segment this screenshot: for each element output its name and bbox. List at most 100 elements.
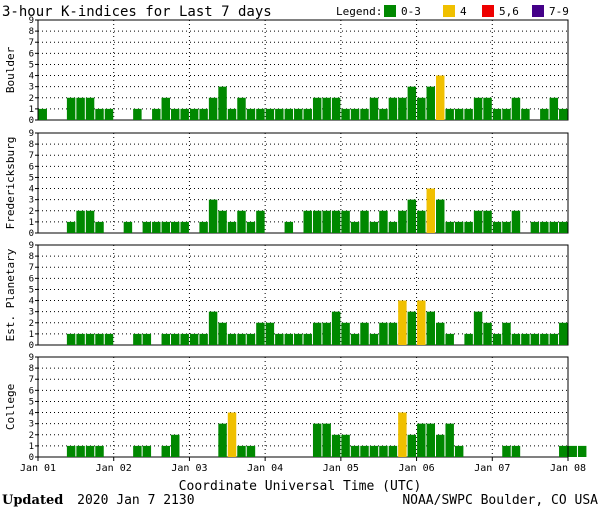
y-tick-label: 8 bbox=[29, 364, 34, 374]
k-index-bar bbox=[199, 221, 208, 233]
k-index-bar bbox=[417, 300, 426, 345]
y-tick-label: 3 bbox=[29, 420, 34, 430]
k-index-bar bbox=[454, 445, 464, 457]
y-tick-label: 9 bbox=[29, 129, 34, 139]
k-index-bar bbox=[95, 445, 104, 457]
k-index-bar bbox=[171, 333, 180, 345]
k-index-bar bbox=[369, 445, 379, 457]
k-index-bar bbox=[350, 333, 360, 345]
k-index-bar bbox=[237, 97, 246, 120]
k-index-bar bbox=[123, 221, 133, 233]
k-index-bar bbox=[180, 333, 189, 345]
k-index-bar bbox=[208, 311, 218, 345]
k-index-bar bbox=[38, 108, 47, 120]
updated-value: 2020 Jan 7 2130 bbox=[77, 493, 194, 508]
y-tick-label: 1 bbox=[29, 442, 34, 452]
chart-title: 3-hour K-indices for Last 7 days bbox=[2, 4, 272, 20]
x-tick-label: Jan 03 bbox=[171, 463, 207, 474]
k-index-bar bbox=[199, 333, 208, 345]
k-index-bar bbox=[189, 108, 199, 120]
k-index-bar bbox=[322, 97, 331, 120]
k-index-bar bbox=[530, 333, 540, 345]
x-tick-label: Jan 05 bbox=[323, 463, 359, 474]
k-index-bar bbox=[417, 210, 426, 233]
k-index-bar bbox=[559, 221, 568, 233]
series-name: College bbox=[4, 384, 17, 430]
k-index-bar bbox=[407, 86, 417, 120]
k-index-bar bbox=[492, 108, 502, 120]
k-index-bar bbox=[275, 108, 284, 120]
x-axis-label: Coordinate Universal Time (UTC) bbox=[179, 479, 422, 494]
k-index-bar bbox=[521, 108, 530, 120]
k-index-bar bbox=[133, 108, 142, 120]
k-index-bar bbox=[521, 333, 530, 345]
y-tick-label: 7 bbox=[29, 151, 34, 161]
k-index-bar bbox=[133, 333, 142, 345]
k-index-bar bbox=[322, 423, 331, 457]
legend-entry: 0-3 bbox=[401, 5, 421, 18]
y-tick-label: 2 bbox=[29, 431, 34, 441]
y-tick-label: 8 bbox=[29, 252, 34, 262]
k-index-bar bbox=[322, 210, 331, 233]
k-index-bar bbox=[331, 210, 341, 233]
k-index-bar bbox=[218, 86, 227, 120]
k-index-bar bbox=[275, 333, 284, 345]
k-index-bar bbox=[407, 199, 417, 233]
k-index-bar bbox=[426, 423, 435, 457]
k-index-bar bbox=[464, 108, 473, 120]
y-tick-label: 2 bbox=[29, 207, 34, 217]
series-name: Fredericksburg bbox=[4, 137, 17, 230]
k-index-bar bbox=[341, 434, 350, 457]
k-index-bar bbox=[161, 221, 170, 233]
legend-swatch bbox=[443, 5, 455, 17]
y-tick-label: 3 bbox=[29, 308, 34, 318]
k-index-bar bbox=[312, 322, 322, 345]
k-index-bar bbox=[473, 210, 483, 233]
k-index-bar bbox=[473, 97, 483, 120]
k-index-bar bbox=[256, 210, 265, 233]
k-index-bar bbox=[227, 108, 237, 120]
y-tick-label: 7 bbox=[29, 38, 34, 48]
k-index-bar bbox=[369, 333, 379, 345]
panels: 0123456789Boulder0123456789Fredericksbur… bbox=[4, 16, 587, 463]
y-tick-label: 0 bbox=[29, 453, 34, 463]
k-index-bar bbox=[577, 445, 587, 457]
k-index-bar bbox=[85, 445, 95, 457]
k-index-bar bbox=[95, 333, 104, 345]
y-tick-label: 0 bbox=[29, 341, 34, 351]
k-index-bar bbox=[559, 445, 568, 457]
k-index-bar bbox=[388, 445, 398, 457]
k-index-bar bbox=[407, 434, 417, 457]
k-index-bar bbox=[464, 221, 473, 233]
k-index-bar bbox=[540, 221, 549, 233]
k-index-bar bbox=[161, 333, 170, 345]
k-index-bar bbox=[246, 333, 256, 345]
y-tick-label: 1 bbox=[29, 105, 34, 115]
legend-entry: 5,6 bbox=[499, 5, 519, 18]
k-index-bar bbox=[417, 423, 426, 457]
y-tick-label: 5 bbox=[29, 285, 34, 295]
k-index-bar bbox=[66, 97, 76, 120]
k-index-bar bbox=[152, 108, 161, 120]
k-index-bar bbox=[436, 199, 445, 233]
legend-swatch bbox=[532, 5, 544, 17]
k-index-bar bbox=[445, 108, 454, 120]
k-index-bar bbox=[66, 445, 76, 457]
legend-label: Legend: bbox=[336, 5, 382, 18]
y-tick-label: 4 bbox=[29, 409, 34, 419]
k-index-bar bbox=[284, 333, 294, 345]
k-index-bar bbox=[246, 108, 256, 120]
k-index-bar bbox=[322, 322, 331, 345]
k-index-bar bbox=[379, 210, 388, 233]
y-tick-label: 5 bbox=[29, 60, 34, 70]
k-index-bar bbox=[85, 97, 95, 120]
legend: Legend: 0-3 4 5,6 7-9 bbox=[336, 5, 569, 18]
k-index-bar bbox=[331, 311, 341, 345]
x-tick-label: Jan 06 bbox=[399, 463, 435, 474]
k-index-bar bbox=[237, 210, 246, 233]
k-index-bar bbox=[66, 221, 76, 233]
x-tick-label: Jan 08 bbox=[550, 463, 586, 474]
k-index-bar bbox=[388, 322, 398, 345]
k-index-bar bbox=[303, 210, 312, 233]
